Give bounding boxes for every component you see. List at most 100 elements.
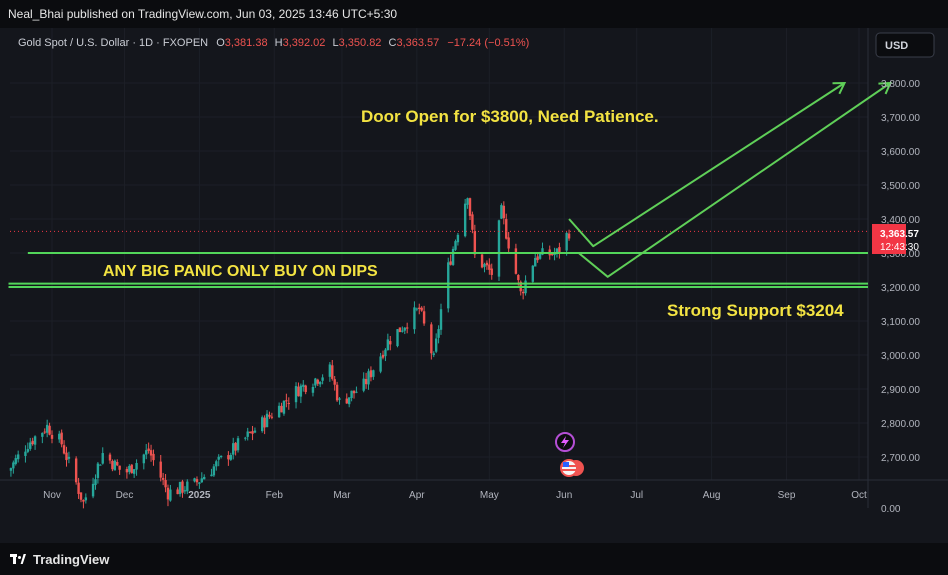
- candle-body: [135, 463, 138, 470]
- candle-body: [338, 398, 341, 400]
- candle-body: [331, 365, 334, 379]
- candle-body: [405, 327, 409, 329]
- high-value: 3,392.02: [283, 37, 326, 49]
- candle-body: [219, 455, 223, 458]
- candle-body: [128, 465, 131, 472]
- candle-body: [434, 338, 438, 352]
- candle-body: [314, 378, 317, 386]
- candle-body: [447, 262, 450, 309]
- currency-button[interactable]: USD: [875, 32, 935, 58]
- candle-body: [505, 219, 508, 239]
- y-tick-label: 3,100.00: [881, 317, 920, 328]
- candle-body: [311, 386, 315, 393]
- candle-body: [29, 442, 32, 449]
- candle-body: [145, 450, 148, 455]
- candle-body: [82, 499, 85, 502]
- x-tick-label: Oct: [851, 490, 867, 501]
- projection-arrow-1-head: [832, 81, 847, 95]
- candle-body: [116, 461, 119, 466]
- candle-body: [350, 390, 353, 398]
- candle-body: [386, 339, 390, 351]
- candle-body: [159, 461, 162, 478]
- x-tick-label: Mar: [333, 490, 351, 501]
- time-axis[interactable]: Nov Dec 2025 Feb Mar Apr May Jun Jul Aug Sep Oct: [43, 490, 867, 501]
- x-tick-label: Jun: [556, 490, 572, 501]
- candle-body: [99, 464, 102, 466]
- x-tick-label: Nov: [43, 490, 61, 501]
- candle-body: [430, 324, 433, 354]
- candle-body: [60, 432, 63, 445]
- open-value: 3,381.38: [225, 37, 268, 49]
- candle-body: [302, 384, 305, 387]
- y-tick-label: 3,700.00: [881, 113, 920, 124]
- candle-body: [183, 490, 187, 492]
- events-icons[interactable]: [555, 432, 584, 477]
- candle-body: [195, 479, 199, 483]
- candle-body: [125, 468, 129, 473]
- x-tick-label: Jul: [630, 490, 643, 501]
- candle-body: [181, 481, 184, 493]
- candle-body: [161, 478, 165, 480]
- candle-body: [304, 385, 307, 392]
- x-tick-label: Dec: [116, 490, 134, 501]
- candle-body: [50, 434, 54, 439]
- candle-body: [517, 274, 520, 281]
- price-badge: 3,363.57 12:43:30: [872, 224, 919, 254]
- candle-body: [212, 466, 216, 476]
- annotation-strong-support[interactable]: Strong Support $3204: [667, 301, 844, 320]
- candle-body: [534, 257, 537, 267]
- candle-body: [328, 364, 332, 377]
- candle-body: [62, 445, 66, 454]
- x-tick-label: Feb: [266, 490, 284, 501]
- ohlc-legend: Gold Spot / U.S. Dollar · 1D · FXOPEN O3…: [18, 37, 529, 49]
- candle-body: [101, 453, 104, 464]
- close-value: 3,363.57: [396, 37, 439, 49]
- candle-body: [236, 438, 240, 451]
- projection-arrows[interactable]: [568, 81, 892, 278]
- annotation-buy-on-dips[interactable]: ANY BIG PANIC ONLY BUY ON DIPS: [103, 263, 378, 280]
- annotation-door-open[interactable]: Door Open for $3800, Need Patience.: [361, 107, 659, 126]
- candle-body: [372, 370, 375, 377]
- candle-body: [555, 248, 559, 253]
- candle-body: [488, 264, 491, 270]
- y-tick-label: 2,800.00: [881, 419, 920, 430]
- candle-body: [401, 330, 404, 332]
- candle-body: [26, 449, 30, 452]
- candle-body: [96, 463, 100, 478]
- tradingview-logo-icon: [10, 554, 27, 565]
- candle-body: [403, 327, 406, 331]
- candle-body: [227, 455, 230, 460]
- candle-body: [265, 413, 269, 428]
- candle-body: [113, 460, 117, 471]
- candle-body: [473, 230, 477, 255]
- symbol-name: Gold Spot / U.S. Dollar · 1D · FXOPEN: [18, 37, 208, 49]
- candle-body: [149, 450, 153, 456]
- tradingview-logo[interactable]: TradingView: [10, 552, 109, 567]
- candle-body: [367, 371, 370, 385]
- candle-body: [12, 462, 15, 469]
- candle-body: [352, 390, 356, 394]
- candle-body: [270, 416, 274, 418]
- candle-body: [248, 431, 252, 433]
- currency-label: USD: [885, 40, 908, 52]
- candle-body: [299, 385, 303, 397]
- candle-body: [41, 432, 44, 437]
- candle-body: [567, 233, 571, 239]
- candlestick-series: [9, 197, 571, 509]
- candle-body: [268, 414, 271, 417]
- candle-body: [24, 451, 27, 456]
- candle-body: [396, 329, 399, 347]
- support-lines[interactable]: [8, 230, 868, 288]
- price-chart[interactable]: 2,700.00 2,800.00 2,900.00 3,000.00 3,100.00…: [0, 28, 948, 543]
- candle-body: [166, 487, 170, 500]
- low-value: 3,350.82: [339, 37, 382, 49]
- candle-body: [318, 381, 322, 385]
- candle-body: [297, 386, 300, 397]
- price-axis[interactable]: 2,700.00 2,800.00 2,900.00 3,000.00 3,100.00…: [881, 79, 920, 515]
- candle-body: [449, 261, 452, 265]
- candle-body: [263, 417, 266, 428]
- candle-body: [108, 454, 112, 461]
- candle-body: [65, 452, 68, 461]
- y-tick-label: 3,800.00: [881, 79, 920, 90]
